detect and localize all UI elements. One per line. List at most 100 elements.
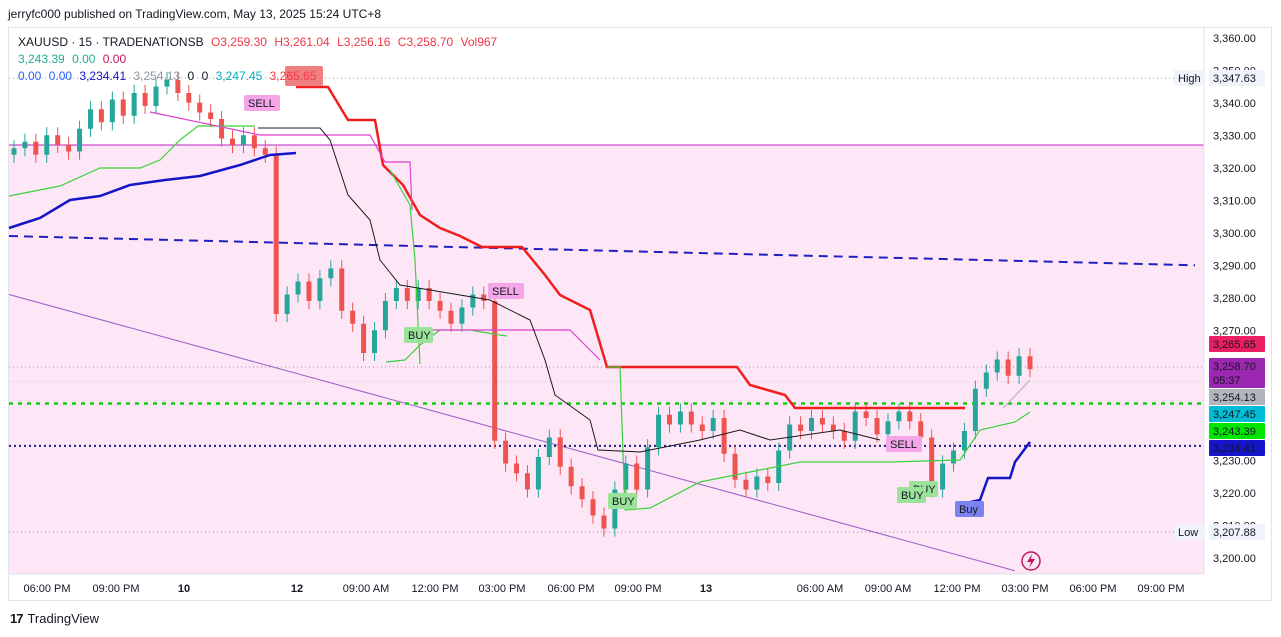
candle-body (688, 411, 694, 425)
signal-badge-buy (404, 327, 433, 343)
chart-frame (8, 27, 1272, 601)
legend-indicator-value: 3,247.45 (215, 69, 263, 83)
brand-name: TradingView (27, 611, 100, 626)
x-tick-label: 03:00 PM (1001, 583, 1048, 595)
candle-body (284, 294, 290, 314)
candle-body (404, 288, 410, 301)
candle-body (87, 109, 93, 129)
blue-trailing-stop-line (8, 151, 297, 230)
price-box-value: 3,265.65 (1213, 339, 1256, 351)
candle-body (601, 515, 607, 529)
signal-badge-label: SELL (890, 439, 917, 451)
price-box (1209, 440, 1265, 456)
green-support-line-late (607, 366, 1031, 511)
x-tick-label: 13 (700, 583, 712, 595)
candle-body (153, 86, 159, 106)
candle-body (721, 418, 727, 454)
extreme-value-bg (1209, 524, 1265, 541)
price-box (1209, 423, 1265, 439)
candle-body (940, 463, 946, 490)
footer-brand[interactable]: 17 TradingView (10, 611, 99, 626)
candle-body (109, 99, 115, 123)
signal-badge-label: Buy (959, 504, 978, 516)
legend-indicator-value: 3,234.41 (79, 69, 127, 83)
extreme-value-text: 3,347.63 (1213, 73, 1256, 85)
candle-body (710, 418, 716, 431)
price-box-value: 3,247.45 (1213, 409, 1256, 421)
x-tick-label: 06:00 AM (797, 583, 843, 595)
candle-body (350, 310, 356, 324)
price-box-countdown: 05:37 (1213, 375, 1241, 387)
x-tick-label: 09:00 AM (343, 583, 389, 595)
candle-body (11, 148, 17, 155)
candle-body (754, 476, 760, 490)
candle-body (393, 288, 399, 301)
y-tick-label: 3,220.00 (1213, 488, 1256, 500)
tradingview-logo-icon: 17 (10, 611, 24, 626)
candle-body (874, 418, 880, 435)
x-tick-label: 12:00 PM (411, 583, 458, 595)
candle-body (229, 138, 235, 145)
signal-badge-label: BUY (901, 490, 924, 502)
candle-body (557, 437, 563, 467)
price-box-value: 3,254.13 (1213, 392, 1256, 404)
candle-body (809, 418, 815, 431)
candle-body (208, 112, 214, 119)
lightning-bolt (1027, 554, 1035, 568)
candle-body (273, 154, 279, 314)
purple-diagonal-trendline (8, 294, 1016, 572)
candle-body (197, 102, 203, 113)
candle-body (262, 148, 268, 155)
extreme-value-text: 3,207.88 (1213, 527, 1256, 539)
y-tick-label: 3,320.00 (1213, 163, 1256, 175)
signal-badge-sell (488, 283, 524, 299)
candle-body (306, 281, 312, 301)
publish-caption: jerryfc000 published on TradingView.com,… (8, 7, 381, 21)
green-support-line (8, 125, 255, 197)
candle-body (896, 411, 902, 422)
legend-volume: Vol967 (460, 35, 498, 49)
candle-body (852, 411, 858, 441)
candle-body (677, 411, 683, 425)
y-tick-label: 3,290.00 (1213, 260, 1256, 272)
candle-body (623, 463, 629, 490)
candle-body (33, 141, 39, 155)
candle-body (798, 424, 804, 431)
candle-body (328, 268, 334, 279)
x-tick-label: 03:00 PM (478, 583, 525, 595)
candle-body (634, 463, 640, 490)
candle-body (918, 421, 924, 438)
candle-body (1016, 356, 1022, 376)
candle-body (219, 119, 225, 139)
candle-body (819, 418, 825, 425)
candle-body (535, 457, 541, 490)
legend-low: L3,256.16 (337, 35, 391, 49)
candle-body (994, 359, 1000, 373)
legend-indicator-value: 0.00 (18, 69, 42, 83)
x-tick-label: 09:00 PM (614, 583, 661, 595)
signal-badge-buy (608, 493, 637, 509)
price-box-value: 3,243.39 (1213, 426, 1256, 438)
candle-body (22, 141, 28, 149)
candle-body (295, 281, 301, 295)
candle-body (1027, 356, 1033, 370)
x-tick-label: 09:00 PM (1137, 583, 1184, 595)
candle-body (961, 431, 967, 451)
x-tick-label: 09:00 PM (92, 583, 139, 595)
candle-body (251, 135, 257, 149)
y-tick-label: 3,340.00 (1213, 98, 1256, 110)
price-box-value: 3,234.41 (1213, 443, 1256, 455)
x-tick-label: 06:00 PM (1069, 583, 1116, 595)
candle-body (568, 466, 574, 487)
legend-row-1: XAUUSD · 15 · TRADENATIONSB O3,259.30 H3… (18, 35, 501, 49)
signal-badge-label: SELL (248, 98, 275, 110)
extreme-label-text: Low (1178, 527, 1198, 539)
candle-body (983, 372, 989, 389)
candle-body (98, 109, 104, 123)
candle-body (929, 437, 935, 490)
candle-body (470, 294, 476, 308)
candle-body (437, 301, 443, 311)
candle-body (765, 476, 771, 483)
signal-badge-label: BUY (612, 496, 635, 508)
